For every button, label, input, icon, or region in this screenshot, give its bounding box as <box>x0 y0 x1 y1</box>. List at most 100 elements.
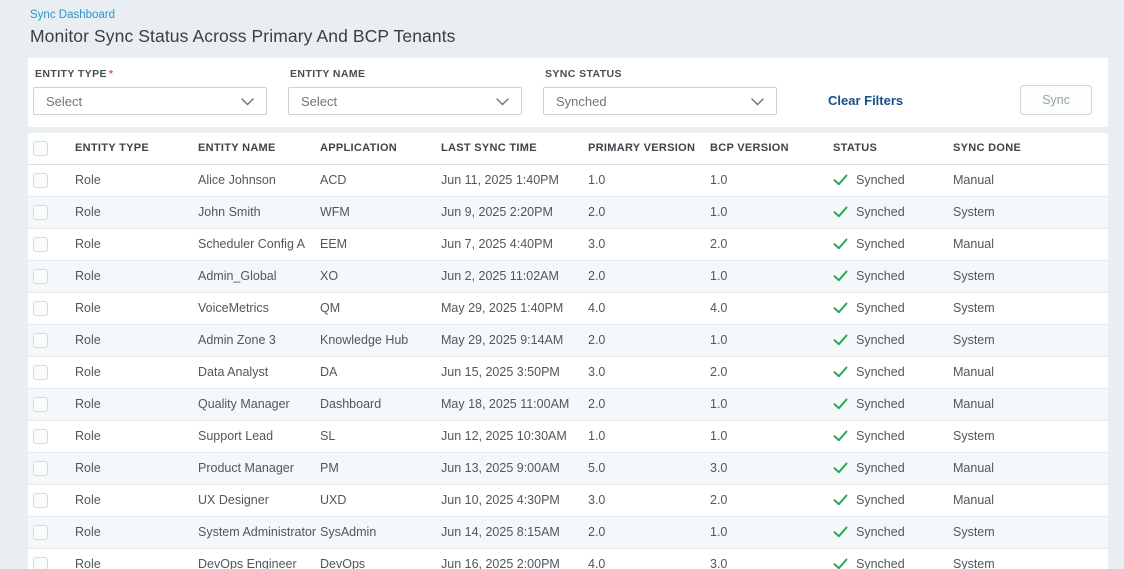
table-row: Role Product Manager PM Jun 13, 2025 9:0… <box>28 451 1108 484</box>
sync-status-select-value: Synched <box>556 93 607 109</box>
chevron-down-icon <box>496 98 509 106</box>
status-text: Synched <box>856 461 905 475</box>
column-header-entity-name: ENTITY NAME <box>198 133 320 165</box>
status-badge: Synched <box>833 229 953 260</box>
cell-entity-type: Role <box>75 291 198 324</box>
status-badge: Synched <box>833 293 953 324</box>
cell-primary-version: 2.0 <box>588 195 710 228</box>
row-checkbox[interactable] <box>33 396 48 412</box>
check-icon <box>833 526 848 538</box>
row-checkbox[interactable] <box>33 460 48 476</box>
row-checkbox[interactable] <box>33 172 48 188</box>
row-checkbox[interactable] <box>33 556 48 569</box>
cell-entity-type: Role <box>75 547 198 569</box>
cell-entity-name: UX Designer <box>198 483 320 516</box>
cell-primary-version: 2.0 <box>588 387 710 420</box>
table-row: Role DevOps Engineer DevOps Jun 16, 2025… <box>28 547 1108 569</box>
cell-sync-done: Manual <box>953 483 1108 516</box>
cell-entity-name: Data Analyst <box>198 355 320 388</box>
row-checkbox[interactable] <box>33 268 48 284</box>
cell-primary-version: 2.0 <box>588 515 710 548</box>
table-body: Role Alice Johnson ACD Jun 11, 2025 1:40… <box>28 164 1108 569</box>
cell-entity-type: Role <box>75 387 198 420</box>
cell-bcp-version: 3.0 <box>710 451 833 484</box>
status-text: Synched <box>856 493 905 507</box>
cell-sync-done: Manual <box>953 451 1108 484</box>
cell-last-sync-time: Jun 14, 2025 8:15AM <box>441 515 588 548</box>
status-text: Synched <box>856 557 905 569</box>
table-row: Role System Administrator SysAdmin Jun 1… <box>28 515 1108 548</box>
status-text: Synched <box>856 429 905 443</box>
cell-last-sync-time: Jun 10, 2025 4:30PM <box>441 483 588 516</box>
column-header-application: APPLICATION <box>320 133 441 165</box>
row-checkbox[interactable] <box>33 204 48 220</box>
cell-application: PM <box>320 451 441 484</box>
sync-button[interactable]: Sync <box>1020 85 1092 115</box>
cell-entity-name: John Smith <box>198 195 320 228</box>
status-badge: Synched <box>833 357 953 388</box>
check-icon <box>833 462 848 474</box>
filter-bar: ENTITY TYPE * Select ENTITY NAME Select S… <box>28 58 1108 127</box>
status-badge: Synched <box>833 261 953 292</box>
row-checkbox[interactable] <box>33 524 48 540</box>
cell-sync-done: System <box>953 419 1108 452</box>
sync-table: ENTITY TYPE ENTITY NAME APPLICATION LAST… <box>28 133 1108 569</box>
cell-entity-type: Role <box>75 323 198 356</box>
cell-bcp-version: 1.0 <box>710 259 833 292</box>
cell-last-sync-time: Jun 13, 2025 9:00AM <box>441 451 588 484</box>
status-text: Synched <box>856 365 905 379</box>
page-title: Monitor Sync Status Across Primary And B… <box>30 26 456 46</box>
cell-bcp-version: 2.0 <box>710 355 833 388</box>
row-checkbox[interactable] <box>33 492 48 508</box>
row-checkbox[interactable] <box>33 332 48 348</box>
cell-entity-name: Product Manager <box>198 451 320 484</box>
check-icon <box>833 494 848 506</box>
cell-application: EEM <box>320 227 441 260</box>
status-text: Synched <box>856 237 905 251</box>
clear-filters-link[interactable]: Clear Filters <box>828 93 904 108</box>
check-icon <box>833 366 848 378</box>
cell-last-sync-time: Jun 11, 2025 1:40PM <box>441 173 559 187</box>
row-checkbox[interactable] <box>33 300 48 316</box>
filter-sync-status: SYNC STATUS Synched <box>543 68 777 115</box>
status-text: Synched <box>856 205 905 219</box>
cell-sync-done: Manual <box>953 355 1108 388</box>
row-checkbox[interactable] <box>33 364 48 380</box>
cell-application: WFM <box>320 195 441 228</box>
cell-primary-version: 3.0 <box>588 483 710 516</box>
cell-sync-done: System <box>953 195 1108 228</box>
status-badge: Synched <box>833 485 953 516</box>
row-checkbox[interactable] <box>33 428 48 444</box>
status-badge: Synched <box>833 421 953 452</box>
entity-name-select[interactable]: Select <box>288 87 522 115</box>
status-badge: Synched <box>833 165 953 196</box>
status-text: Synched <box>856 525 905 539</box>
cell-last-sync-time: Jun 16, 2025 2:00PM <box>441 547 588 569</box>
chevron-down-icon <box>751 98 764 106</box>
table-row: Role Alice Johnson ACD Jun 11, 2025 1:40… <box>28 164 1108 196</box>
column-header-last-sync-time: LAST SYNC TIME <box>441 133 588 165</box>
cell-bcp-version: 1.0 <box>710 515 833 548</box>
cell-primary-version: 4.0 <box>588 291 710 324</box>
cell-sync-done: Manual <box>953 227 1108 260</box>
cell-primary-version: 1.0 <box>588 173 606 187</box>
sync-status-select[interactable]: Synched <box>543 87 777 115</box>
cell-bcp-version: 3.0 <box>710 547 833 569</box>
entity-type-select[interactable]: Select <box>33 87 267 115</box>
cell-last-sync-time: Jun 15, 2025 3:50PM <box>441 355 588 388</box>
cell-bcp-version: 1.0 <box>710 323 833 356</box>
cell-entity-type: Role <box>75 483 198 516</box>
cell-entity-name: Alice Johnson <box>198 173 276 187</box>
check-icon <box>833 430 848 442</box>
cell-entity-type: Role <box>75 195 198 228</box>
sync-status-label: SYNC STATUS <box>545 68 622 80</box>
cell-bcp-version: 1.0 <box>710 195 833 228</box>
row-checkbox[interactable] <box>33 236 48 252</box>
table-header-row: ENTITY TYPE ENTITY NAME APPLICATION LAST… <box>28 133 1108 165</box>
select-all-checkbox[interactable] <box>33 140 48 156</box>
sync-table-panel: ENTITY TYPE ENTITY NAME APPLICATION LAST… <box>28 133 1108 569</box>
entity-type-select-value: Select <box>46 93 83 109</box>
cell-entity-type: Role <box>75 451 198 484</box>
cell-sync-done: System <box>953 259 1108 292</box>
breadcrumb-sync-dashboard-link[interactable]: Sync Dashboard <box>30 9 116 21</box>
